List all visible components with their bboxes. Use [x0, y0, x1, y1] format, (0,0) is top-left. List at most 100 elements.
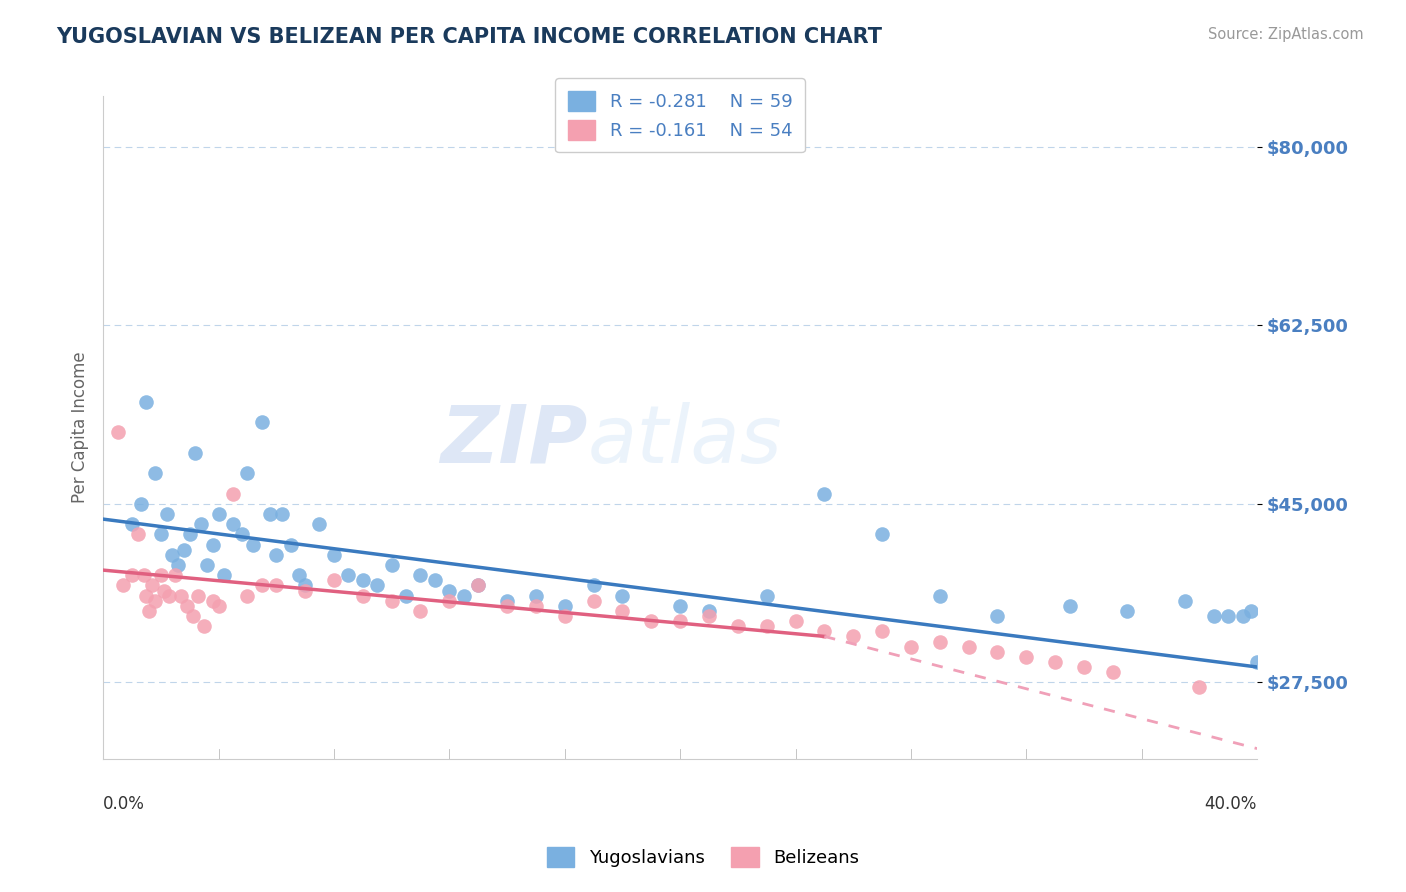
Point	[107, 425, 129, 440]
Point	[167, 558, 190, 572]
Point	[1174, 593, 1197, 607]
Point	[554, 599, 576, 613]
Point	[250, 415, 273, 429]
Point	[842, 629, 865, 643]
Point	[135, 394, 157, 409]
Point	[669, 599, 692, 613]
Point	[236, 467, 259, 481]
Point	[381, 593, 404, 607]
Point	[121, 517, 143, 532]
Point	[582, 578, 605, 592]
Point	[231, 527, 253, 541]
Point	[381, 558, 404, 572]
Point	[813, 624, 835, 639]
Point	[582, 593, 605, 607]
Point	[870, 527, 893, 541]
Point	[467, 578, 489, 592]
Point	[986, 645, 1008, 659]
Point	[127, 527, 149, 541]
Point	[337, 568, 360, 582]
Point	[271, 507, 294, 521]
Point	[697, 604, 720, 618]
Point	[222, 486, 245, 500]
Point	[207, 599, 229, 613]
Point	[250, 578, 273, 592]
Point	[409, 568, 432, 582]
Point	[184, 446, 207, 460]
Point	[173, 542, 195, 557]
Point	[264, 578, 287, 592]
Point	[294, 578, 316, 592]
Point	[1240, 604, 1263, 618]
Point	[1232, 609, 1254, 624]
Point	[1102, 665, 1125, 679]
Point	[755, 619, 778, 633]
Point	[236, 589, 259, 603]
Point	[207, 507, 229, 521]
Point	[259, 507, 281, 521]
Point	[352, 574, 374, 588]
Point	[159, 589, 181, 603]
Point	[149, 527, 172, 541]
Legend: Yugoslavians, Belizeans: Yugoslavians, Belizeans	[540, 839, 866, 874]
Point	[439, 583, 461, 598]
Point	[195, 558, 218, 572]
Point	[957, 640, 980, 654]
Point	[222, 517, 245, 532]
Point	[190, 517, 212, 532]
Text: ZIP: ZIP	[440, 401, 588, 480]
Point	[727, 619, 749, 633]
Point	[496, 599, 519, 613]
Point	[132, 568, 155, 582]
Point	[928, 634, 950, 648]
Y-axis label: Per Capita Income: Per Capita Income	[72, 351, 89, 503]
Text: 40.0%: 40.0%	[1205, 796, 1257, 814]
Point	[785, 614, 807, 628]
Point	[165, 568, 187, 582]
Point	[308, 517, 330, 532]
Point	[900, 640, 922, 654]
Point	[554, 609, 576, 624]
Point	[141, 578, 163, 592]
Point	[1015, 649, 1038, 664]
Point	[288, 568, 311, 582]
Point	[928, 589, 950, 603]
Point	[1059, 599, 1081, 613]
Point	[176, 599, 198, 613]
Point	[152, 583, 174, 598]
Point	[813, 486, 835, 500]
Point	[524, 599, 547, 613]
Point	[201, 593, 224, 607]
Point	[322, 574, 344, 588]
Point	[496, 593, 519, 607]
Point	[143, 467, 166, 481]
Point	[294, 583, 316, 598]
Point	[129, 497, 152, 511]
Point	[1188, 681, 1211, 695]
Point	[366, 578, 388, 592]
Point	[669, 614, 692, 628]
Text: atlas: atlas	[588, 401, 783, 480]
Point	[439, 593, 461, 607]
Point	[1043, 655, 1066, 669]
Point	[755, 589, 778, 603]
Point	[264, 548, 287, 562]
Point	[409, 604, 432, 618]
Point	[322, 548, 344, 562]
Point	[170, 589, 193, 603]
Point	[1202, 609, 1225, 624]
Point	[121, 568, 143, 582]
Point	[187, 589, 209, 603]
Point	[1116, 604, 1139, 618]
Point	[870, 624, 893, 639]
Point	[640, 614, 662, 628]
Point	[155, 507, 177, 521]
Point	[201, 538, 224, 552]
Point	[149, 568, 172, 582]
Point	[214, 568, 236, 582]
Point	[181, 609, 204, 624]
Point	[612, 589, 634, 603]
Point	[467, 578, 489, 592]
Point	[135, 589, 157, 603]
Point	[395, 589, 418, 603]
